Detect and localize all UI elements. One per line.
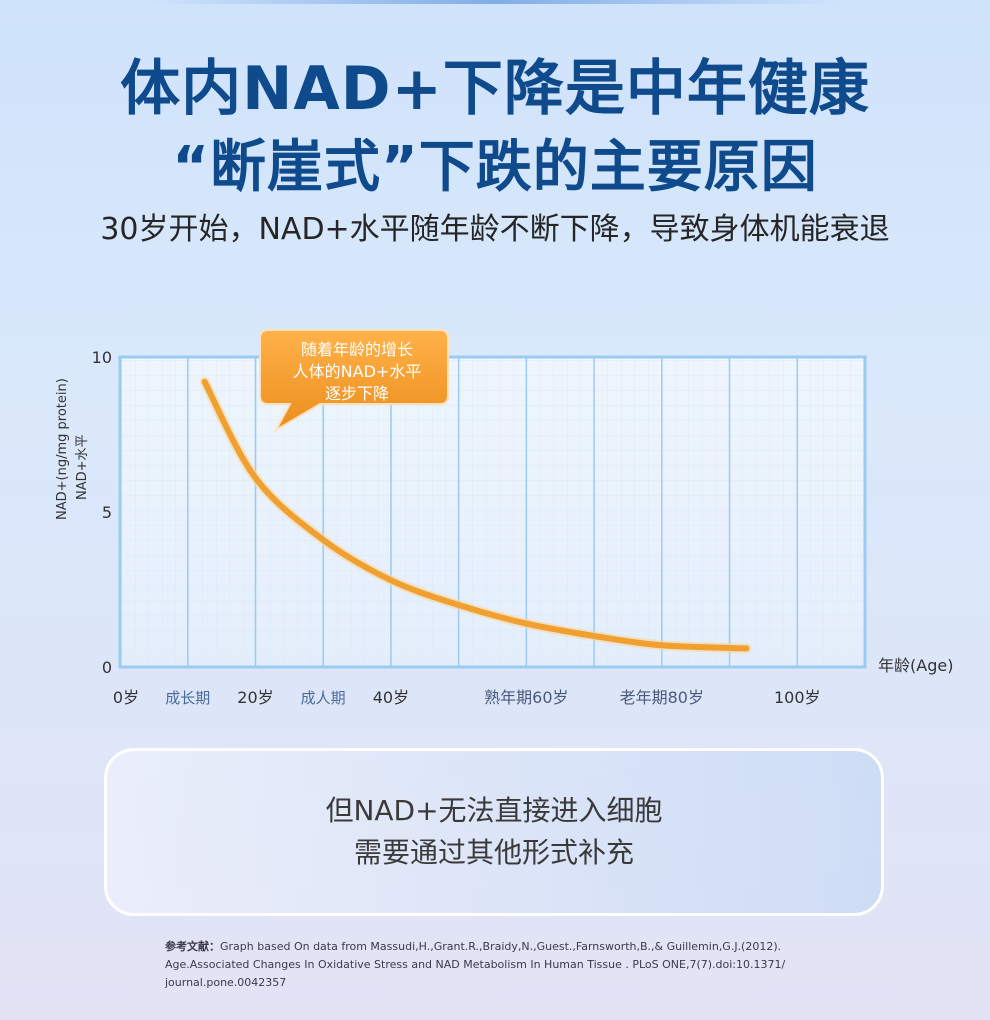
x-tick-label: 100岁 <box>774 688 821 707</box>
y-axis-label-line1: NAD+(ng/mg protein) <box>55 378 70 520</box>
nad-decline-chart: 0 5 10 0岁 成长期 20岁 成人期 40岁 熟年期60岁 老年期80岁 100岁 NAD+… <box>55 329 953 707</box>
plot-border <box>118 355 867 669</box>
reference-line-1: 参考文献：Graph based On data from Massudi,H.… <box>165 938 865 956</box>
x-tick-label: 0岁 <box>113 688 139 707</box>
y-tick-label: 5 <box>102 503 112 522</box>
x-axis-ticks: 0岁 成长期 20岁 成人期 40岁 熟年期60岁 老年期80岁 100岁 <box>113 688 821 707</box>
x-tick-label: 成人期 <box>301 689 346 707</box>
x-tick-label: 40岁 <box>373 688 409 707</box>
info-line-2: 需要通过其他形式补充 <box>353 836 634 869</box>
x-tick-label: 20岁 <box>237 688 273 707</box>
page-subtitle: 30岁开始，NAD+水平随年龄不断下降，导致身体机能衰退 <box>100 212 890 247</box>
references: 参考文献：Graph based On data from Massudi,H.… <box>165 938 865 992</box>
x-tick-label: 成长期 <box>165 689 210 707</box>
info-line-1: 但NAD+无法直接进入细胞 <box>325 794 663 827</box>
top-decoration-line <box>150 0 840 4</box>
page-title-line2: “断崖式”下跌的主要原因 <box>172 135 818 200</box>
reference-text-2: Age.Associated Changes In Oxidative Stre… <box>165 958 786 971</box>
callout-line3: 逐步下降 <box>325 384 389 403</box>
x-tick-label: 熟年期60岁 <box>484 688 568 707</box>
y-axis-label-line2: NAD+水平 <box>75 434 90 500</box>
callout-line2: 人体的NAD+水平 <box>293 362 422 381</box>
y-axis-ticks: 0 5 10 <box>92 348 112 677</box>
plot-minor-grid <box>120 357 865 667</box>
info-box: 但NAD+无法直接进入细胞 需要通过其他形式补充 <box>104 748 884 916</box>
y-tick-label: 10 <box>92 348 112 367</box>
callout-line1: 随着年龄的增长 <box>301 340 413 359</box>
nad-series-line <box>201 378 750 652</box>
major-gridlines <box>186 357 799 667</box>
callout-shape <box>259 329 449 433</box>
y-tick-label: 0 <box>102 658 112 677</box>
reference-text-3: journal.pone.0042357 <box>165 976 287 989</box>
x-axis-label: 年龄(Age) <box>878 656 953 675</box>
page-title-line1: 体内NAD+下降是中年健康 <box>120 54 870 124</box>
callout-bubble: 随着年龄的增长 人体的NAD+水平 逐步下降 <box>259 329 449 433</box>
reference-label: 参考文献： <box>165 940 220 953</box>
reference-text-1: Graph based On data from Massudi,H.,Gran… <box>220 940 782 953</box>
x-tick-label: 老年期80岁 <box>620 688 704 707</box>
